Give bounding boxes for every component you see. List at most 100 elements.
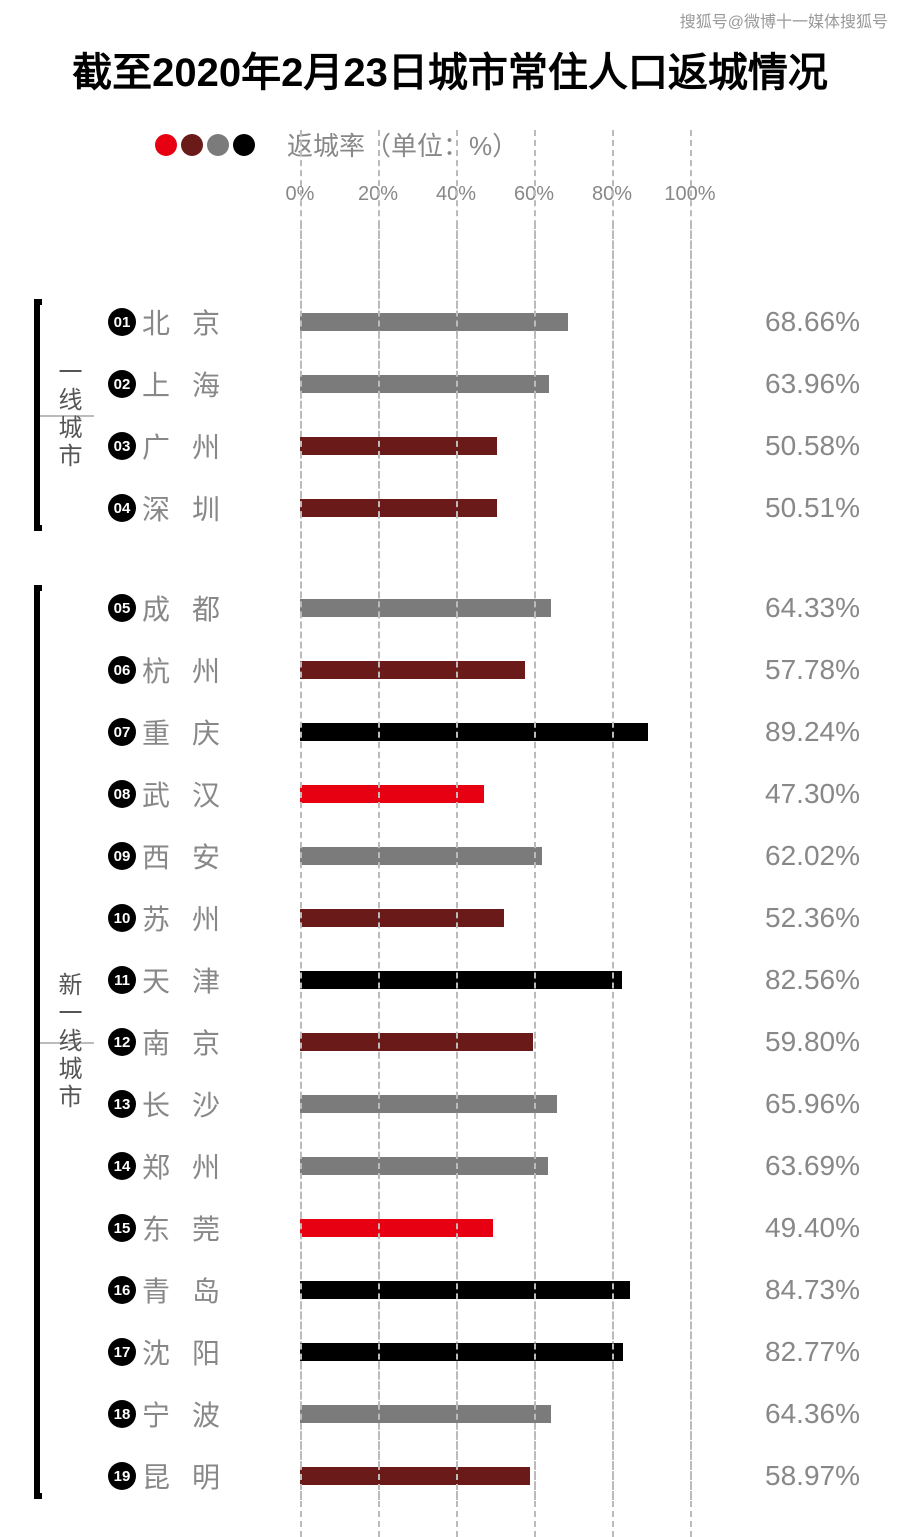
value-label: 49.40% [765,1212,860,1244]
axis-tick-label: 100% [664,183,715,206]
value-label: 50.51% [765,492,860,524]
chart-row: 11天津 82.56% [0,949,900,1011]
rank-badge: 01 [108,308,136,336]
city-name-label: 南京 [142,1022,242,1062]
city-name-label: 上海 [142,364,242,404]
bar [300,1095,557,1113]
bar-container [300,1095,690,1113]
bar [300,847,542,865]
city-name-label: 重庆 [142,712,242,752]
chart-row: 13长沙65.96% [0,1073,900,1135]
city-name-label: 长沙 [142,1084,242,1124]
chart-row: 01北京68.66% [0,291,900,353]
value-label: 82.56% [765,964,860,996]
city-name-label: 苏州 [142,898,242,938]
city-group: 新一线城市05成都64.33%06杭州57.78%07重庆89.24%08武汉4… [0,577,900,1507]
bar [300,1033,533,1051]
value-label: 63.69% [765,1150,860,1182]
chart-row: 02上海63.96% [0,353,900,415]
bar-container [300,785,690,803]
rank-badge: 02 [108,370,136,398]
chart-row: 03广州50.58% [0,415,900,477]
chart-row: 12南京 59.80% [0,1011,900,1073]
chart-row: 17沈阳82.77% [0,1321,900,1383]
bar [300,1343,623,1361]
x-axis: 0%20%40%60%80%100% [0,183,900,223]
legend-dot [181,134,203,156]
chart-row: 09西安62.02% [0,825,900,887]
chart-row: 04深圳50.51% [0,477,900,539]
bar [300,971,622,989]
rank-badge: 09 [108,842,136,870]
bar-container [300,437,690,455]
chart-row: 14郑州63.69% [0,1135,900,1197]
bar-container [300,661,690,679]
bar [300,1219,493,1237]
city-name-label: 郑州 [142,1146,242,1186]
legend-dot [233,134,255,156]
axis-tick-label: 20% [358,183,398,206]
bar-container [300,847,690,865]
value-label: 58.97% [765,1460,860,1492]
city-name-label: 杭州 [142,650,242,690]
city-name-label: 天津 [142,960,242,1000]
bar [300,313,568,331]
bar-container [300,1281,690,1299]
rank-badge: 13 [108,1090,136,1118]
bar-container [300,1219,690,1237]
rank-badge: 07 [108,718,136,746]
bar-container [300,909,690,927]
chart-row: 10苏州52.36% [0,887,900,949]
bar [300,661,525,679]
value-label: 47.30% [765,778,860,810]
bar-container [300,313,690,331]
rank-badge: 11 [108,966,136,994]
bar-container [300,1157,690,1175]
value-label: 82.77% [765,1336,860,1368]
value-label: 59.80% [765,1026,860,1058]
city-name-label: 成都 [142,588,242,628]
watermark-text: 搜狐号@微博十一媒体搜狐号 [680,8,888,32]
value-label: 57.78% [765,654,860,686]
bar [300,1281,630,1299]
city-name-label: 广州 [142,426,242,466]
chart-row: 06杭州57.78% [0,639,900,701]
chart-area: 一线城市01北京68.66%02上海63.96%03广州50.58%04深圳50… [0,223,900,1537]
value-label: 64.36% [765,1398,860,1430]
value-label: 62.02% [765,840,860,872]
bar [300,909,504,927]
bar-container [300,1343,690,1361]
bar-container [300,1467,690,1485]
bar [300,499,497,517]
chart-row: 08武汉47.30% [0,763,900,825]
rank-badge: 12 [108,1028,136,1056]
legend-dots [155,134,255,156]
rank-badge: 05 [108,594,136,622]
value-label: 84.73% [765,1274,860,1306]
value-label: 68.66% [765,306,860,338]
bar [300,375,549,393]
value-label: 89.24% [765,716,860,748]
bar [300,599,551,617]
bar [300,437,497,455]
city-name-label: 武汉 [142,774,242,814]
city-name-label: 青岛 [142,1270,242,1310]
chart-row: 15东莞49.40% [0,1197,900,1259]
chart-row: 16青岛 84.73% [0,1259,900,1321]
value-label: 64.33% [765,592,860,624]
chart-row: 05成都 64.33% [0,577,900,639]
city-group: 一线城市01北京68.66%02上海63.96%03广州50.58%04深圳50… [0,291,900,539]
bar [300,1467,530,1485]
bar-container [300,723,690,741]
rank-badge: 19 [108,1462,136,1490]
city-name-label: 沈阳 [142,1332,242,1372]
header-row: 返城率（单位：%） [0,126,900,163]
bar-container [300,375,690,393]
rank-badge: 16 [108,1276,136,1304]
city-name-label: 昆明 [142,1456,242,1496]
chart-subtitle: 返城率（单位：%） [287,126,518,163]
axis-tick-label: 60% [514,183,554,206]
rank-badge: 04 [108,494,136,522]
bar-container [300,1405,690,1423]
bar-container [300,599,690,617]
